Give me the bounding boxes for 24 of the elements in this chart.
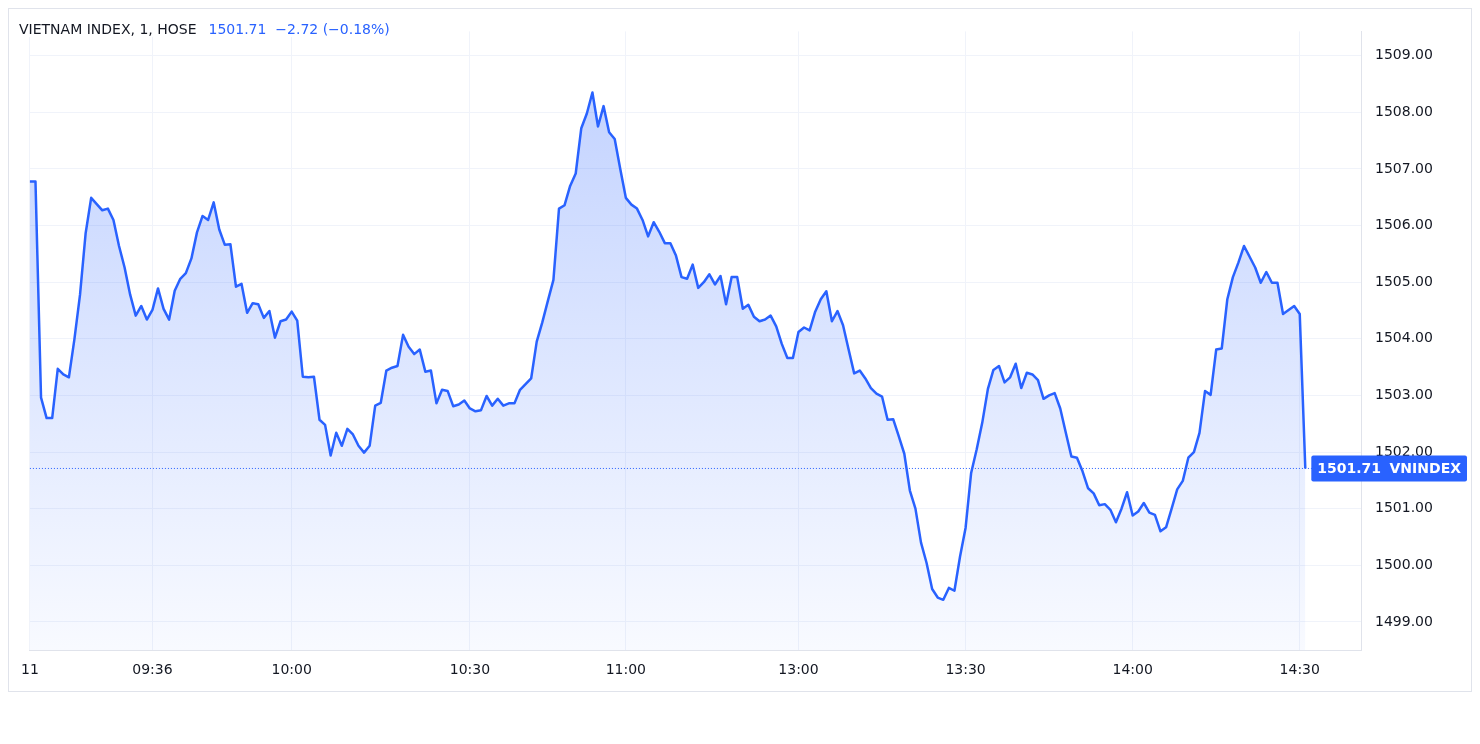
y-tick-label: 1504.00: [1375, 329, 1433, 346]
y-tick-label: 1500.00: [1375, 555, 1433, 572]
data-label: 1501.71: [1317, 460, 1382, 477]
x-tick-label: 13:00: [778, 661, 819, 678]
x-tick-label: 11:00: [605, 661, 647, 678]
y-tick-label: 1506.00: [1375, 216, 1433, 233]
chart-title: VIETNAM INDEX, 1, HOSE: [19, 21, 197, 37]
y-tick-label: 1503.00: [1375, 386, 1433, 403]
y-tick-label: 1499.00: [1375, 612, 1433, 629]
y-tick-label: 1507.00: [1375, 159, 1433, 176]
y-tick-label: 1505.00: [1375, 272, 1433, 289]
x-tick-label: 11: [20, 661, 39, 678]
y-tick-label: 1508.00: [1375, 103, 1433, 119]
y-tick-label: 1501.00: [1375, 499, 1433, 516]
chart-subtitle: 1501.71 −2.72 (−0.18%): [208, 21, 390, 37]
x-tick-label: 09:36: [132, 661, 173, 678]
x-tick-label: 13:30: [945, 661, 986, 678]
x-tick-label: 14:00: [1112, 661, 1153, 678]
y-tick-label: 1509.00: [1375, 46, 1433, 63]
y-tick-label: 1502.00: [1375, 442, 1433, 459]
x-tick-label: 10:00: [271, 661, 312, 678]
x-tick-label: 10:30: [449, 661, 491, 678]
ref-line-label: VNINDEX: [1389, 460, 1462, 477]
x-tick-label: 14:30: [1279, 661, 1320, 678]
